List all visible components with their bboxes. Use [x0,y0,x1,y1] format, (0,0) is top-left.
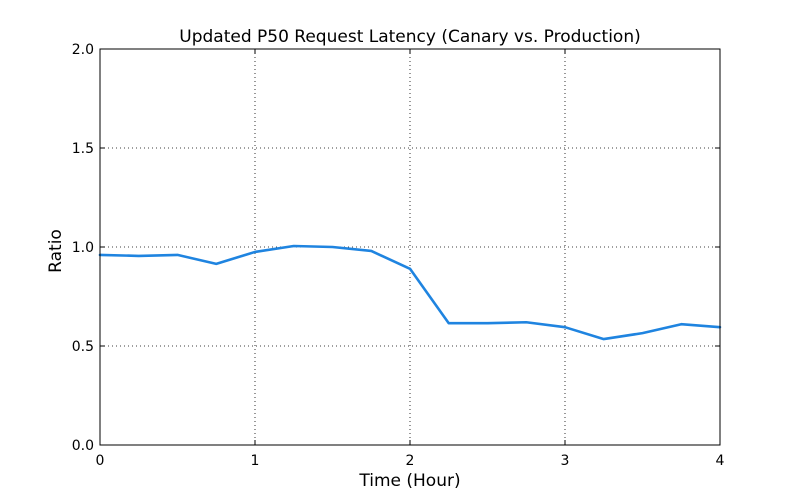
chart-title: Updated P50 Request Latency (Canary vs. … [179,27,640,47]
x-axis-label: Time (Hour) [358,471,460,491]
x-tick-label: 0 [96,453,105,469]
x-tick-label: 3 [561,453,570,469]
y-tick-label: 0.5 [72,339,94,355]
y-tick-label: 1.0 [72,240,94,256]
x-tick-label: 1 [251,453,260,469]
x-tick-label: 4 [716,453,725,469]
y-tick-label: 0.0 [72,438,94,454]
y-axis-label: Ratio [46,229,66,273]
grid-lines [100,49,720,445]
series-line [98,244,722,341]
x-tick-label: 2 [406,453,415,469]
series-layer [98,244,722,341]
axis-ticks: 0 1 2 3 4 0.0 0.5 1.0 1.5 2.0 [72,42,725,469]
y-tick-label: 1.5 [72,141,94,157]
y-tick-label: 2.0 [72,42,94,58]
